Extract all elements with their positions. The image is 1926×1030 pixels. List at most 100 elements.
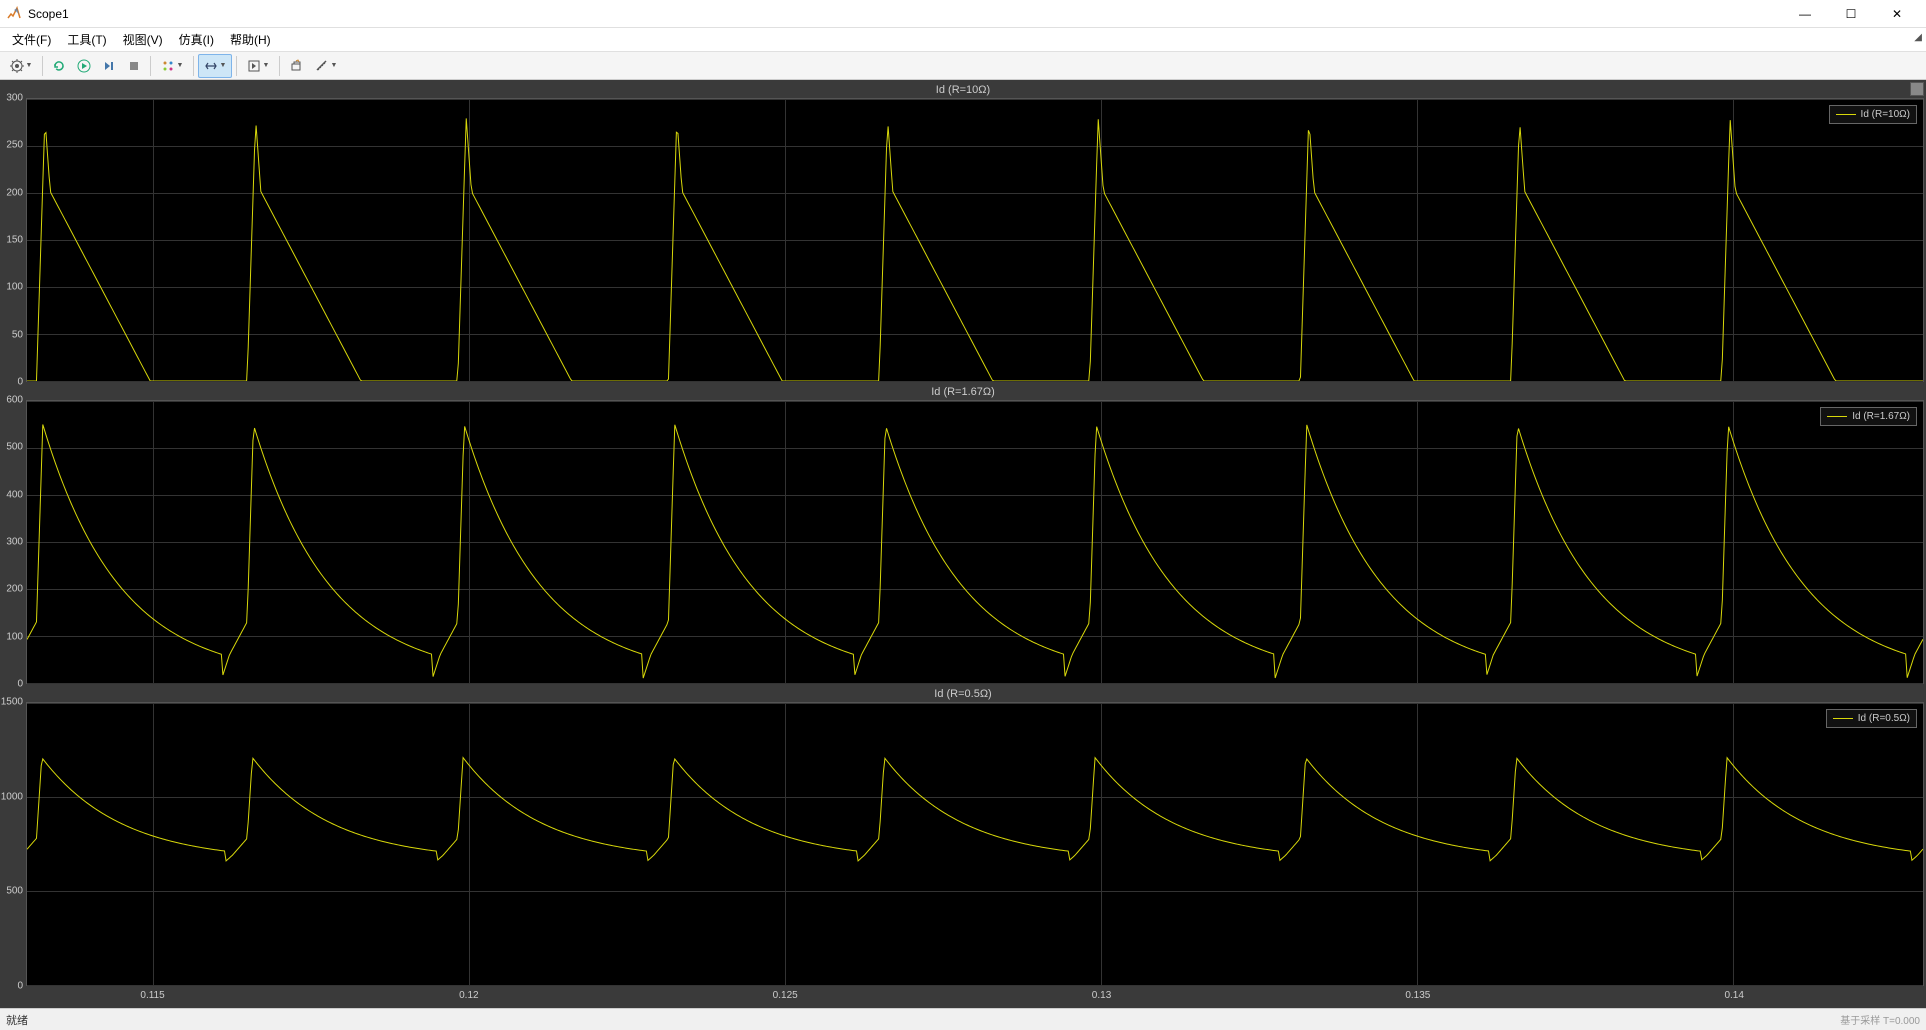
subplot-1: Id (R=1.67Ω)0100200300400500600Id (R=1.6… — [2, 384, 1924, 684]
separator — [193, 56, 194, 76]
legend[interactable]: Id (R=10Ω) — [1829, 105, 1917, 124]
subplot-0: Id (R=10Ω)050100150200250300Id (R=10Ω) — [2, 82, 1924, 382]
trace-svg — [27, 703, 1923, 985]
toolbar: ▼ ▼ ▼ ▼ — [0, 52, 1926, 80]
measure-icon — [315, 59, 329, 73]
grid-line — [27, 683, 1923, 684]
y-axis: 050010001500 — [2, 702, 26, 986]
status-sample-text: 基于采样 T=0.000 — [1840, 1012, 1920, 1027]
scope-window: Scope1 — ☐ ✕ 文件(F) 工具(T) 视图(V) 仿真(I) 帮助(… — [0, 0, 1926, 1030]
y-tick-label: 200 — [6, 584, 23, 595]
legend-label: Id (R=10Ω) — [1861, 109, 1910, 120]
play-icon — [77, 59, 91, 73]
separator — [236, 56, 237, 76]
maximize-button[interactable]: ☐ — [1828, 0, 1874, 28]
y-tick-label: 300 — [6, 537, 23, 548]
float-icon — [289, 59, 303, 73]
stop-button[interactable] — [122, 54, 146, 78]
settings-button[interactable]: ▼ — [4, 54, 38, 78]
cursor-button[interactable]: ▼ — [198, 54, 232, 78]
grid-line — [27, 985, 1923, 986]
triggers-icon — [161, 59, 175, 73]
legend[interactable]: Id (R=1.67Ω) — [1820, 407, 1917, 426]
close-button[interactable]: ✕ — [1874, 0, 1920, 28]
y-tick-label: 150 — [6, 235, 23, 246]
minimize-button[interactable]: — — [1782, 0, 1828, 28]
separator — [150, 56, 151, 76]
menu-help[interactable]: 帮助(H) — [222, 28, 279, 51]
zoom-icon — [247, 59, 261, 73]
statusbar: 就绪 基于采样 T=0.000 — [0, 1008, 1926, 1030]
chevron-down-icon: ▼ — [331, 62, 338, 69]
x-axis: 0.1150.120.1250.130.1350.14 — [26, 988, 1924, 1006]
subplot-body: 0100200300400500600Id (R=1.67Ω) — [2, 400, 1924, 684]
grid-line — [27, 381, 1923, 382]
window-title: Scope1 — [28, 7, 1782, 21]
menu-view[interactable]: 视图(V) — [115, 28, 171, 51]
subplot-title: Id (R=0.5Ω) — [2, 686, 1924, 702]
gear-icon — [10, 59, 24, 73]
float-button[interactable] — [284, 54, 308, 78]
y-tick-label: 0 — [17, 679, 23, 690]
y-tick-label: 50 — [12, 329, 23, 340]
subplot-body: 050100150200250300Id (R=10Ω) — [2, 98, 1924, 382]
y-tick-label: 1000 — [1, 791, 23, 802]
y-tick-label: 250 — [6, 140, 23, 151]
status-text: 就绪 — [6, 1012, 1840, 1028]
chevron-down-icon: ▼ — [220, 62, 227, 69]
legend-line-icon — [1833, 718, 1853, 719]
x-tick-label: 0.125 — [773, 990, 798, 1001]
step-button[interactable] — [97, 54, 121, 78]
y-tick-label: 0 — [17, 981, 23, 992]
restart-button[interactable] — [47, 54, 71, 78]
legend-label: Id (R=0.5Ω) — [1858, 713, 1910, 724]
separator — [42, 56, 43, 76]
trace-svg — [27, 401, 1923, 683]
triggers-button[interactable]: ▼ — [155, 54, 189, 78]
restart-icon — [52, 59, 66, 73]
subplot-title: Id (R=1.67Ω) — [2, 384, 1924, 400]
chevron-down-icon: ▼ — [263, 62, 270, 69]
y-tick-label: 100 — [6, 282, 23, 293]
step-icon — [102, 59, 116, 73]
subplot-title: Id (R=10Ω) — [2, 82, 1924, 98]
x-tick-label: 0.12 — [459, 990, 478, 1001]
plot-area[interactable]: Id (R=0.5Ω) — [26, 702, 1924, 986]
y-tick-label: 500 — [6, 442, 23, 453]
legend[interactable]: Id (R=0.5Ω) — [1826, 709, 1917, 728]
menubar: 文件(F) 工具(T) 视图(V) 仿真(I) 帮助(H) ◢ — [0, 28, 1926, 52]
zoom-button[interactable]: ▼ — [241, 54, 275, 78]
x-tick-label: 0.14 — [1724, 990, 1743, 1001]
cursor-icon — [204, 59, 218, 73]
menu-simulation[interactable]: 仿真(I) — [171, 28, 222, 51]
y-axis: 050100150200250300 — [2, 98, 26, 382]
menu-overflow-icon[interactable]: ◢ — [1914, 32, 1922, 43]
y-tick-label: 500 — [6, 886, 23, 897]
menu-tools[interactable]: 工具(T) — [59, 28, 114, 51]
plot-area[interactable]: Id (R=1.67Ω) — [26, 400, 1924, 684]
measure-button[interactable]: ▼ — [309, 54, 343, 78]
stop-icon — [127, 59, 141, 73]
run-button[interactable] — [72, 54, 96, 78]
matlab-icon — [6, 6, 22, 22]
x-tick-label: 0.13 — [1092, 990, 1111, 1001]
scope-area: Id (R=10Ω)050100150200250300Id (R=10Ω)Id… — [0, 80, 1926, 1008]
x-tick-label: 0.115 — [140, 990, 164, 1001]
y-tick-label: 400 — [6, 489, 23, 500]
y-tick-label: 100 — [6, 631, 23, 642]
restore-layout-icon[interactable] — [1910, 82, 1924, 96]
y-tick-label: 1500 — [1, 697, 23, 708]
chevron-down-icon: ▼ — [177, 62, 184, 69]
menu-file[interactable]: 文件(F) — [4, 28, 59, 51]
y-tick-label: 200 — [6, 187, 23, 198]
titlebar: Scope1 — ☐ ✕ — [0, 0, 1926, 28]
window-controls: — ☐ ✕ — [1782, 0, 1920, 28]
separator — [279, 56, 280, 76]
subplot-body: 050010001500Id (R=0.5Ω) — [2, 702, 1924, 986]
plot-area[interactable]: Id (R=10Ω) — [26, 98, 1924, 382]
y-tick-label: 300 — [6, 93, 23, 104]
y-tick-label: 600 — [6, 395, 23, 406]
y-axis: 0100200300400500600 — [2, 400, 26, 684]
legend-label: Id (R=1.67Ω) — [1852, 411, 1910, 422]
legend-line-icon — [1827, 416, 1847, 417]
